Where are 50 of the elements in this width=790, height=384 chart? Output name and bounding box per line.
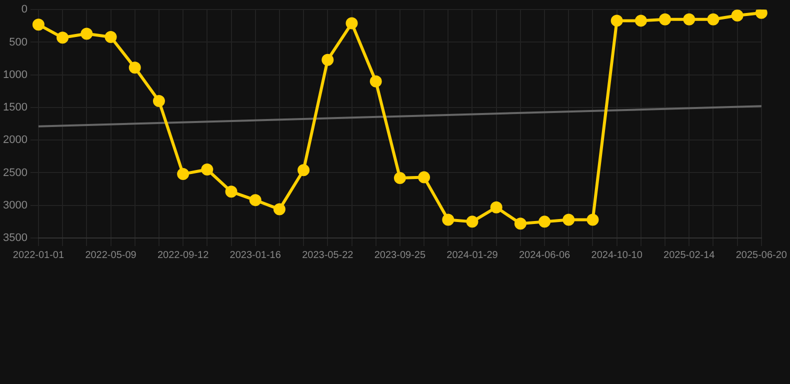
- point: [249, 194, 262, 206]
- point: [80, 28, 93, 40]
- y-tick-label: 3500: [2, 232, 28, 244]
- point: [707, 13, 720, 26]
- y-tick-label: 2500: [2, 166, 28, 179]
- point: [104, 31, 117, 44]
- y-tick-label: 3000: [2, 199, 28, 212]
- x-tick-label: 2023-01-16: [230, 250, 282, 261]
- point: [152, 94, 165, 107]
- x-tick-label: 2025-02-14: [664, 250, 716, 261]
- point: [683, 13, 696, 26]
- x-tick-label: 2022-01-01: [12, 250, 64, 261]
- point: [56, 32, 69, 44]
- y-tick-label: 2000: [2, 134, 28, 146]
- point: [490, 201, 502, 214]
- point: [538, 216, 551, 228]
- x-tick-label: 2025-06-20: [736, 250, 788, 261]
- point: [128, 62, 141, 74]
- x-tick-label: 2023-05-22: [302, 250, 354, 261]
- point: [634, 14, 647, 27]
- point: [586, 214, 599, 226]
- y-tick-label: 1500: [2, 102, 28, 114]
- x-tick-label: 2024-01-29: [446, 250, 498, 261]
- point: [225, 186, 238, 198]
- point: [322, 54, 334, 66]
- point: [442, 214, 454, 226]
- y-tick-label: 1000: [2, 68, 28, 81]
- point: [418, 171, 430, 184]
- point: [731, 10, 744, 22]
- point: [394, 172, 406, 184]
- x-tick-label: 2022-09-12: [157, 250, 210, 261]
- x-tick-label: 2023-09-25: [374, 250, 426, 261]
- x-tick-label: 2022-05-09: [85, 250, 137, 261]
- point: [659, 13, 672, 26]
- point: [370, 75, 382, 88]
- point: [514, 218, 526, 230]
- point: [273, 203, 286, 216]
- point: [32, 18, 44, 31]
- x-tick-label: 2024-10-10: [591, 250, 643, 261]
- point: [755, 10, 768, 19]
- y-tick-label: 0: [21, 4, 28, 16]
- point: [346, 17, 358, 30]
- point: [562, 214, 575, 226]
- point: [610, 14, 623, 27]
- x-tick-label: 2024-06-06: [518, 250, 571, 261]
- point: [466, 216, 478, 228]
- y-tick-label: 500: [9, 36, 28, 48]
- point: [177, 168, 190, 180]
- point: [298, 164, 310, 176]
- point: [201, 163, 214, 176]
